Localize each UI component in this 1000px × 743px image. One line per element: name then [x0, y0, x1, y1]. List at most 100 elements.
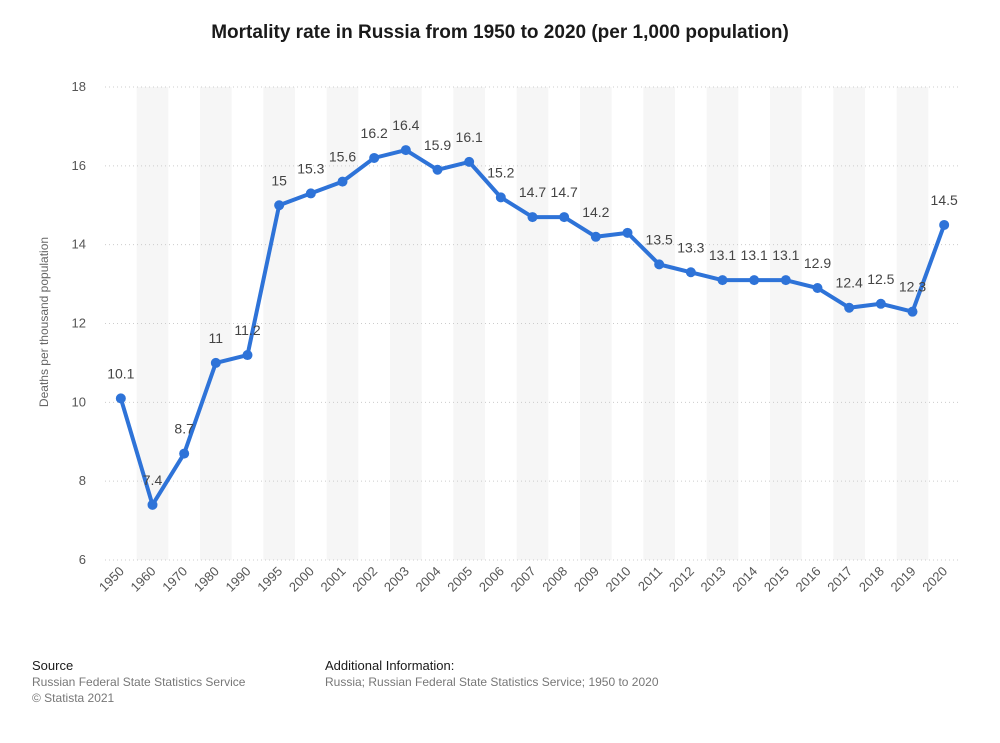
data-label: 12.5 — [867, 271, 894, 287]
data-point — [464, 156, 475, 167]
data-point — [400, 145, 411, 156]
data-label: 16.4 — [392, 117, 419, 133]
x-tick-label: 2010 — [603, 564, 634, 595]
data-label: 13.1 — [741, 247, 768, 263]
data-label: 13.3 — [677, 239, 704, 255]
data-label: 11 — [209, 330, 224, 346]
x-tick-label: 2008 — [539, 564, 570, 595]
x-tick-label: 2015 — [761, 564, 792, 595]
y-tick-label: 8 — [79, 473, 86, 488]
y-tick-label: 6 — [79, 552, 86, 567]
data-point — [179, 448, 190, 459]
data-point — [717, 275, 728, 286]
data-label: 14.5 — [931, 192, 958, 208]
column-band — [580, 87, 612, 560]
column-band — [643, 87, 675, 560]
data-label: 13.1 — [709, 247, 736, 263]
x-tick-label: 2017 — [824, 564, 855, 595]
data-point — [939, 219, 950, 230]
x-tick-label: 1980 — [191, 564, 222, 595]
data-point — [907, 306, 918, 317]
data-label: 15.9 — [424, 137, 451, 153]
y-tick-label: 18 — [72, 79, 86, 94]
data-label: 14.7 — [551, 184, 578, 200]
data-label: 14.2 — [582, 204, 609, 220]
data-label: 13.1 — [772, 247, 799, 263]
y-tick-label: 10 — [72, 394, 86, 409]
data-label: 15.6 — [329, 149, 356, 165]
data-label: 13.5 — [646, 231, 673, 247]
x-tick-label: 2020 — [919, 564, 950, 595]
x-tick-label: 2007 — [508, 564, 539, 595]
data-point — [527, 212, 538, 223]
x-tick-label: 2011 — [635, 564, 665, 594]
data-point — [622, 227, 633, 238]
copyright-text: © Statista 2021 — [32, 691, 115, 705]
data-point — [337, 176, 348, 187]
data-label: 15.2 — [487, 164, 514, 180]
data-label: 15 — [271, 172, 287, 188]
x-tick-label: 2009 — [571, 564, 602, 595]
data-point — [305, 188, 316, 199]
data-point — [654, 259, 665, 270]
x-tick-label: 1995 — [254, 564, 285, 595]
column-band — [200, 87, 232, 560]
data-point — [432, 164, 443, 175]
data-point — [495, 192, 506, 203]
data-point — [274, 200, 285, 211]
data-label: 16.1 — [456, 129, 483, 145]
column-band — [263, 87, 295, 560]
x-tick-label: 1960 — [128, 564, 159, 595]
y-tick-label: 14 — [72, 237, 86, 252]
data-label: 16.2 — [361, 125, 388, 141]
data-label: 12.4 — [836, 275, 863, 291]
x-tick-label: 1950 — [96, 564, 127, 595]
x-tick-label: 2018 — [856, 564, 887, 595]
x-tick-label: 2006 — [476, 564, 507, 595]
additional-info-heading: Additional Information: — [325, 658, 455, 673]
x-tick-label: 1990 — [223, 564, 254, 595]
data-point — [147, 499, 158, 510]
x-tick-label: 2013 — [698, 564, 729, 595]
data-point — [685, 267, 696, 278]
data-point — [875, 298, 886, 309]
x-tick-label: 2005 — [444, 564, 475, 595]
x-tick-label: 2003 — [381, 564, 412, 595]
data-label: 7.4 — [143, 472, 163, 488]
chart-title: Mortality rate in Russia from 1950 to 20… — [211, 22, 789, 43]
data-label: 12.9 — [804, 255, 831, 271]
data-label: 12.3 — [899, 279, 926, 295]
additional-info-text: Russia; Russian Federal State Statistics… — [325, 675, 659, 689]
data-point — [210, 357, 221, 368]
source-text: Russian Federal State Statistics Service — [32, 675, 246, 689]
data-point — [844, 302, 855, 313]
data-point — [749, 275, 760, 286]
data-point — [559, 212, 570, 223]
x-tick-label: 2012 — [666, 564, 697, 595]
x-tick-label: 2001 — [318, 564, 349, 595]
source-block: Source Russian Federal State Statistics … — [32, 658, 245, 706]
x-tick-label: 2016 — [793, 564, 824, 595]
source-heading: Source — [32, 658, 74, 673]
y-tick-label: 12 — [72, 316, 86, 331]
x-tick-label: 2000 — [286, 564, 317, 595]
data-point — [780, 275, 791, 286]
data-point — [812, 283, 823, 294]
additional-info-block: Additional Information: Russia; Russian … — [325, 658, 659, 690]
data-point — [369, 152, 380, 163]
x-tick-label: 2004 — [413, 564, 444, 595]
data-label: 14.7 — [519, 184, 546, 200]
data-label: 11.2 — [234, 322, 260, 338]
y-tick-label: 16 — [72, 158, 86, 173]
data-point — [590, 231, 601, 242]
y-axis-label: Deaths per thousand population — [37, 236, 51, 408]
x-tick-label: 2002 — [349, 564, 380, 595]
x-tick-label: 2019 — [888, 564, 919, 595]
x-tick-label: 1970 — [159, 564, 190, 595]
data-point — [115, 393, 126, 404]
data-label: 10.1 — [107, 365, 134, 381]
data-point — [242, 350, 253, 361]
data-label: 8.7 — [174, 421, 194, 437]
x-tick-label: 2014 — [729, 564, 760, 595]
